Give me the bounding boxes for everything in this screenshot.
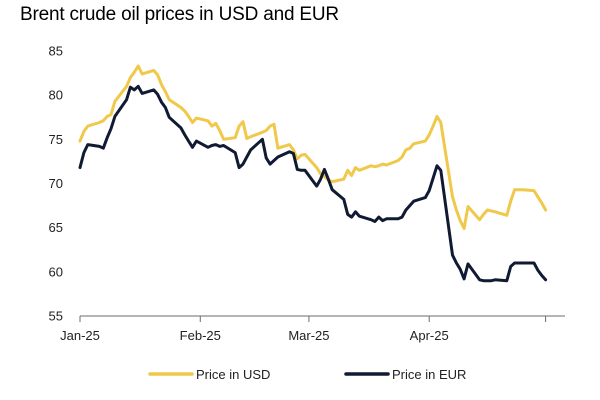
legend: Price in USD Price in EUR xyxy=(148,367,466,382)
y-tick-label: 80 xyxy=(49,88,63,103)
x-tick-label: Feb-25 xyxy=(180,328,221,343)
legend-label: Price in EUR xyxy=(392,367,466,382)
series-line-usd xyxy=(78,64,548,230)
y-tick-label: 60 xyxy=(49,264,63,279)
series-layer xyxy=(78,64,548,283)
x-tick-label: Jan-25 xyxy=(60,328,100,343)
x-tick-label: Mar-25 xyxy=(288,328,329,343)
y-tick-label: 70 xyxy=(49,176,63,191)
chart-title: Brent crude oil prices in USD and EUR xyxy=(20,4,339,25)
y-axis-ticks: 85 80 75 70 65 60 55 xyxy=(49,44,63,324)
y-tick-label: 85 xyxy=(49,44,63,59)
x-tick-label: Apr-25 xyxy=(410,328,449,343)
x-axis: Jan-25 Feb-25 Mar-25 Apr-25 xyxy=(60,315,565,343)
series-line-eur xyxy=(78,84,548,283)
y-tick-label: 65 xyxy=(49,220,63,235)
y-tick-label: 55 xyxy=(49,309,63,324)
legend-label: Price in USD xyxy=(196,367,270,382)
y-tick-label: 75 xyxy=(49,132,63,147)
